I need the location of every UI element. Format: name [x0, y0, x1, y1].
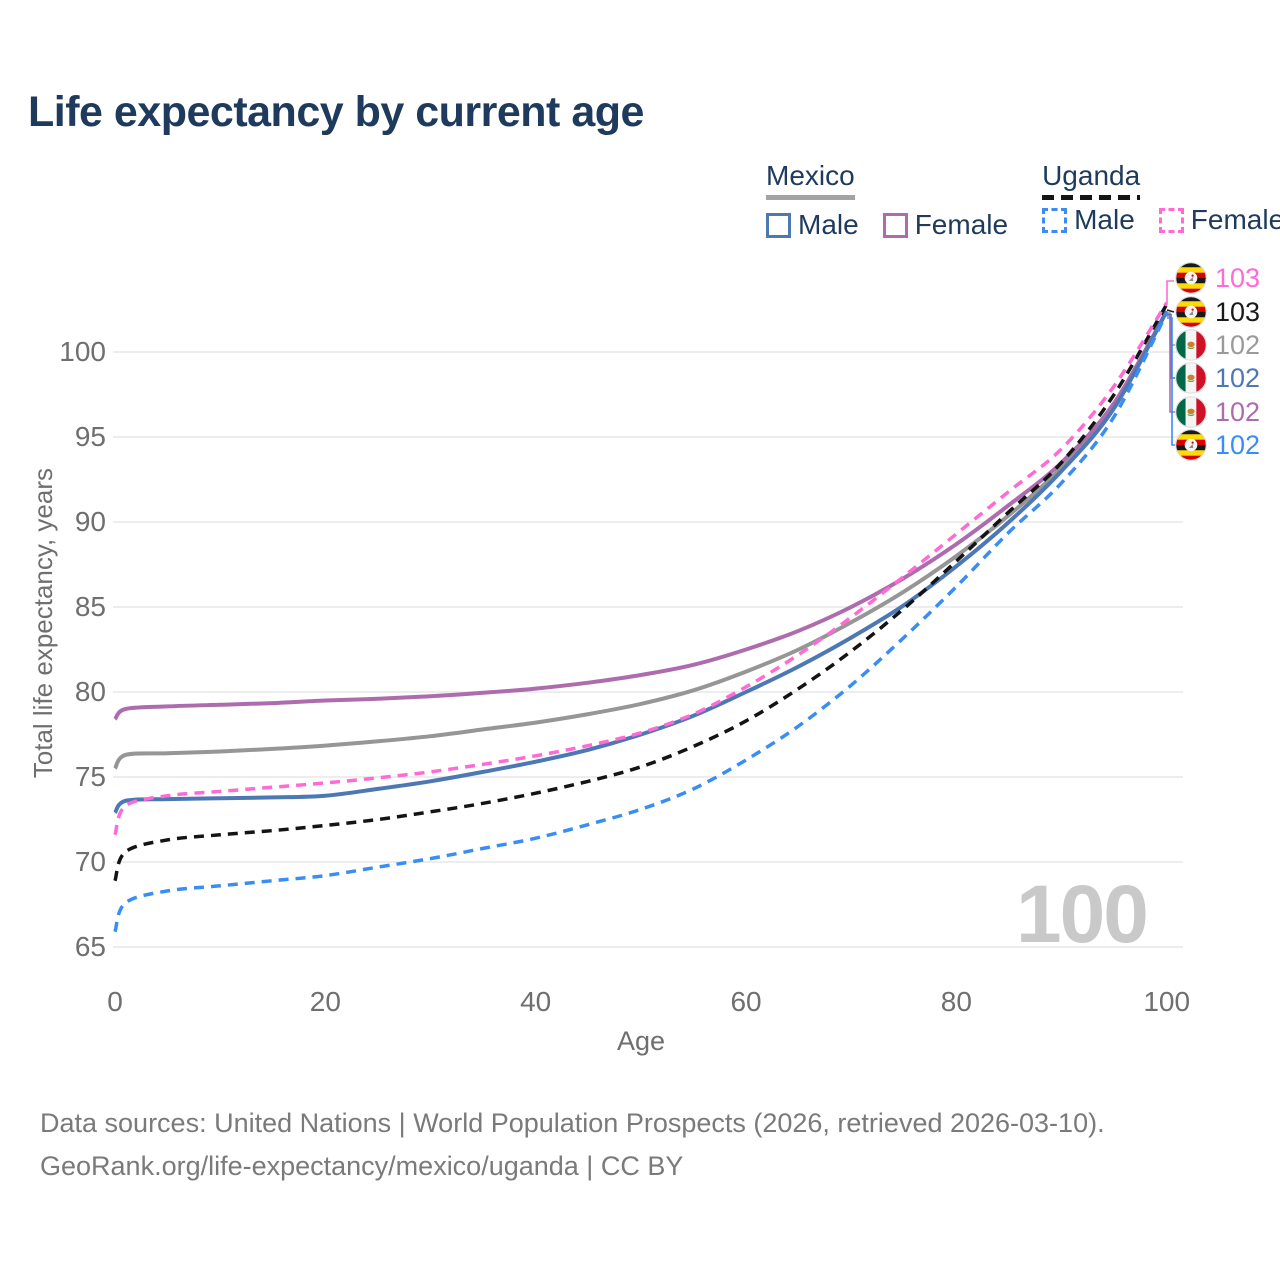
legend-swatch [1158, 207, 1184, 233]
leader-line [1167, 317, 1175, 446]
mexico-flag-icon [1175, 396, 1207, 428]
legend-group-label: Mexico [766, 160, 855, 200]
uganda-flag-icon [1175, 429, 1207, 461]
y-tick-label: 70 [74, 846, 106, 877]
x-tick-label: 80 [940, 986, 972, 1017]
x-tick-label: 20 [309, 986, 341, 1017]
legend-group-uganda: Uganda Male Female [1042, 160, 1280, 241]
uganda-flag-icon [1175, 262, 1207, 294]
legend-item-mexico-female[interactable]: Female [882, 209, 1009, 241]
endpoint-value: 103 [1215, 296, 1261, 327]
x-axis-title: Age [616, 1026, 666, 1056]
endpoint-label-row: 103 [1175, 262, 1260, 294]
endpoint-label-row: 103 [1175, 296, 1260, 328]
leader-line [1166, 280, 1174, 303]
legend-item-mexico-male[interactable]: Male [766, 209, 859, 241]
line-uganda-female [113, 301, 1169, 836]
x-tick-label: 0 [107, 986, 123, 1017]
endpoint-label-row: 102 [1175, 362, 1260, 394]
endpoint-value: 103 [1215, 262, 1261, 293]
legend-swatch [882, 212, 908, 238]
age-watermark: 100 [1016, 869, 1149, 960]
y-tick-label: 65 [74, 931, 106, 962]
endpoint-value: 102 [1215, 362, 1261, 393]
line-mexico-both [113, 310, 1169, 770]
leader-line [1167, 313, 1175, 379]
line-mexico-female [113, 310, 1169, 721]
legend-item-uganda-male[interactable]: Male [1042, 204, 1135, 236]
x-tick-label: 40 [520, 986, 552, 1017]
legend-swatch [1042, 207, 1068, 233]
endpoint-value: 102 [1215, 429, 1261, 460]
endpoint-label-row: 102 [1175, 329, 1260, 361]
y-tick-label: 95 [74, 421, 106, 452]
line-uganda-male [113, 312, 1169, 933]
endpoint-label-row: 102 [1175, 429, 1260, 461]
footer: Data sources: United Nations | World Pop… [40, 1102, 1105, 1188]
legend: Mexico Male Female Uganda Male Female [766, 160, 1280, 241]
mexico-flag-icon [1175, 329, 1207, 361]
page-title: Life expectancy by current age [28, 88, 644, 136]
line-uganda-both [113, 303, 1169, 882]
endpoint-value: 102 [1215, 329, 1261, 360]
y-tick-label: 100 [59, 336, 106, 367]
y-tick-label: 90 [74, 506, 106, 537]
y-tick-label: 75 [74, 761, 106, 792]
uganda-flag-icon [1175, 296, 1207, 328]
legend-item-label: Female [1190, 204, 1280, 235]
legend-item-label: Male [798, 209, 859, 240]
legend-group-label: Uganda [1042, 160, 1141, 200]
y-tick-label: 85 [74, 591, 106, 622]
footer-data-sources: Data sources: United Nations | World Pop… [40, 1108, 1105, 1138]
footer-attribution: GeoRank.org/life-expectancy/mexico/ugand… [40, 1151, 684, 1181]
x-tick-label: 60 [730, 986, 762, 1017]
y-tick-label: 80 [74, 676, 106, 707]
x-tick-label: 100 [1143, 986, 1191, 1017]
legend-group-mexico: Mexico Male Female [766, 160, 1008, 241]
legend-swatch [766, 212, 791, 238]
endpoint-value: 102 [1215, 396, 1261, 427]
legend-item-uganda-female[interactable]: Female [1158, 204, 1280, 236]
endpoint-label-row: 102 [1175, 396, 1260, 428]
line-mexico-male [113, 310, 1169, 815]
mexico-flag-icon [1175, 362, 1207, 394]
leader-line [1166, 309, 1175, 313]
legend-item-label: Female [914, 209, 1009, 240]
legend-item-label: Male [1074, 204, 1135, 235]
